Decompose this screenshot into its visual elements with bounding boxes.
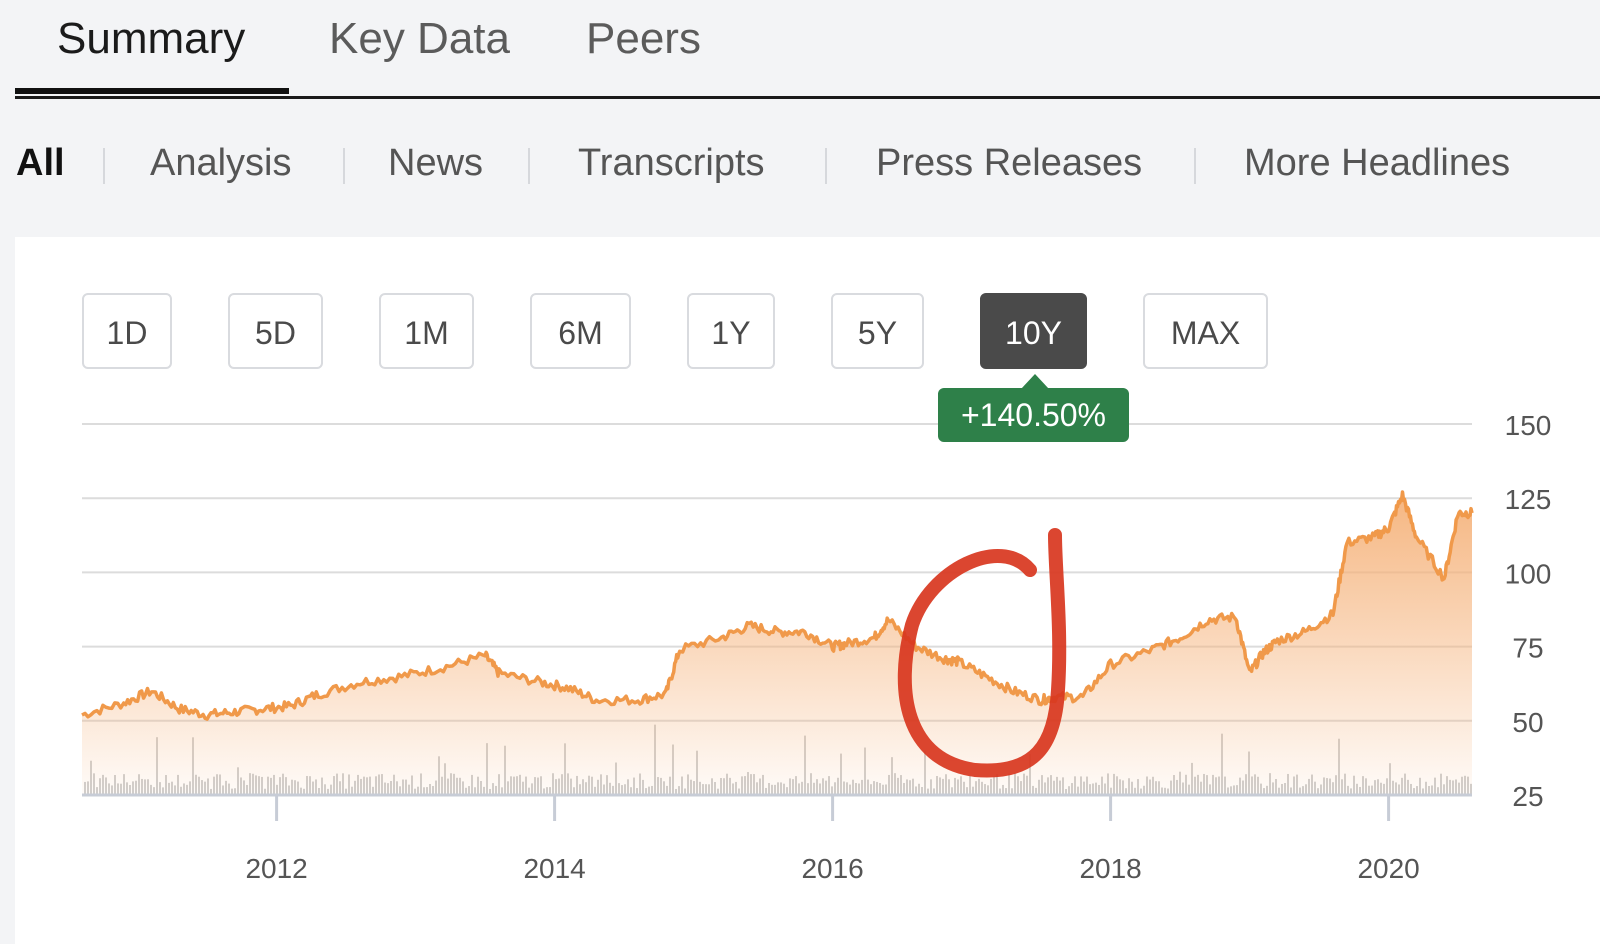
filter-separator [528,148,530,184]
filter-press-releases[interactable]: Press Releases [876,142,1143,184]
top-tab-bar: Summary Key Data Peers [15,0,1600,99]
change-badge: +140.50% [938,388,1129,442]
x-tick-label: 2016 [801,853,863,884]
y-tick-label: 100 [1505,558,1552,589]
range-5d-button[interactable]: 5D [228,293,323,369]
price-line [81,490,1474,721]
change-badge-pointer [1021,374,1049,389]
x-tick-label: 2012 [245,853,307,884]
x-tick-label: 2020 [1357,853,1419,884]
filter-separator [1194,148,1196,184]
tab-peers[interactable]: Peers [586,14,701,63]
y-tick-label: 75 [1512,633,1543,664]
tab-key-data[interactable]: Key Data [329,14,510,63]
headline-filter-bar: All Analysis News Transcripts Press Rele… [0,130,1600,200]
range-1y-button[interactable]: 1Y [687,293,775,369]
filter-separator [825,148,827,184]
price-area [82,492,1472,795]
x-tick-label: 2014 [523,853,585,884]
range-10y-button[interactable]: 10Y [980,293,1087,369]
x-tick-label: 2018 [1079,853,1141,884]
filter-all[interactable]: All [16,142,65,184]
filter-separator [103,148,105,184]
filter-more-headlines[interactable]: More Headlines [1244,142,1511,184]
filter-news[interactable]: News [388,142,484,184]
range-5y-button[interactable]: 5Y [831,293,924,369]
range-1m-button[interactable]: 1M [379,293,474,369]
y-tick-label: 50 [1512,707,1543,738]
y-tick-label: 125 [1505,484,1552,515]
active-tab-indicator [15,88,289,94]
y-tick-label: 150 [1505,410,1552,441]
tab-summary[interactable]: Summary [57,14,246,63]
filter-separator [343,148,345,184]
range-1d-button[interactable]: 1D [82,293,172,369]
filter-transcripts[interactable]: Transcripts [578,142,765,184]
y-tick-label: 25 [1512,781,1543,812]
filter-analysis[interactable]: Analysis [150,142,292,184]
hand-drawn-annotation-circle [897,528,1067,778]
range-max-button[interactable]: MAX [1143,293,1268,369]
range-6m-button[interactable]: 6M [530,293,631,369]
